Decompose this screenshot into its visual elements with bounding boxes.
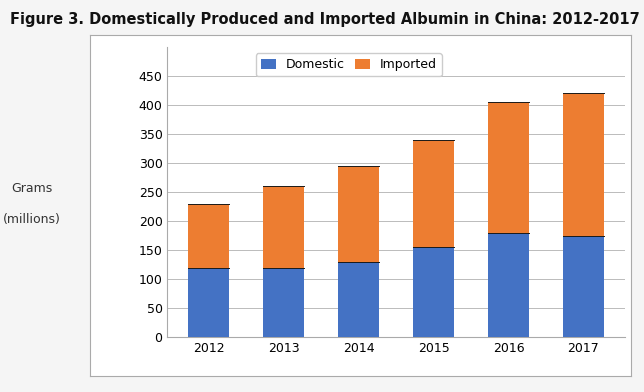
Bar bbox=[263, 267, 304, 337]
Bar bbox=[338, 166, 379, 262]
Bar bbox=[263, 186, 304, 267]
Bar bbox=[413, 247, 454, 337]
Bar bbox=[563, 93, 604, 236]
Bar bbox=[488, 102, 529, 233]
Text: Grams: Grams bbox=[12, 181, 53, 195]
Legend: Domestic, Imported: Domestic, Imported bbox=[256, 53, 442, 76]
Bar bbox=[563, 236, 604, 337]
Bar bbox=[488, 233, 529, 337]
Text: (millions): (millions) bbox=[3, 213, 61, 226]
Text: Figure 3. Domestically Produced and Imported Albumin in China: 2012-2017: Figure 3. Domestically Produced and Impo… bbox=[10, 12, 639, 27]
Bar bbox=[188, 204, 229, 267]
Bar bbox=[413, 140, 454, 247]
Bar bbox=[338, 262, 379, 337]
Bar bbox=[188, 267, 229, 337]
